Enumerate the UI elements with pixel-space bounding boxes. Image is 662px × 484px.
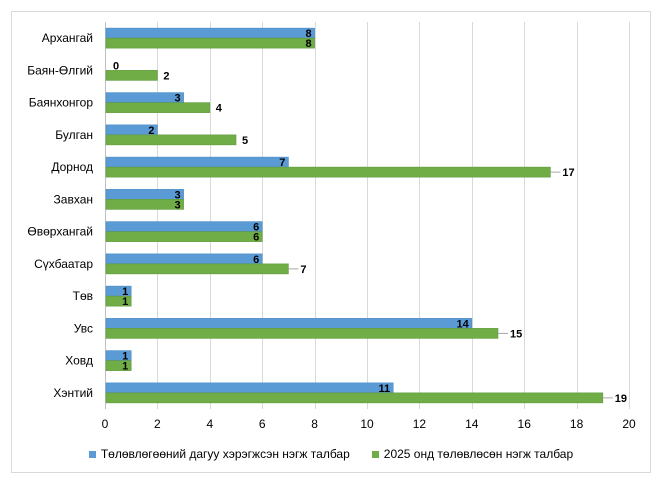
bar-planned [105,134,237,146]
bar-planned [105,166,551,178]
data-label-implemented: 1 [122,351,128,363]
data-label-implemented: 8 [305,28,311,40]
bar-planned [105,295,132,307]
x-tick-label: 10 [360,417,374,431]
bar-planned [105,70,158,81]
x-tick-label: 6 [259,417,266,431]
legend: Төлөвлөгөөний дагуу хэрэгжсэн нэгж талба… [0,444,662,464]
x-tick-label: 4 [206,417,213,431]
bar-implemented [105,156,289,168]
bar-planned [105,360,132,371]
data-label-planned: 5 [242,135,248,147]
legend-item-implemented: Төлөвлөгөөний дагуу хэрэгжсэн нэгж талба… [88,447,350,461]
category-label: Булган [55,128,93,142]
bar-planned [105,231,263,242]
bar-implemented [105,318,473,329]
x-tick-label: 0 [102,417,109,431]
data-label-planned: 2 [163,70,169,82]
legend-swatch-planned [371,450,379,458]
data-label-planned: 8 [305,38,311,50]
bar-implemented [105,27,315,39]
data-label-planned: 1 [122,361,128,373]
data-label-implemented: 3 [174,93,180,105]
data-label-planned: 1 [122,296,128,308]
category-label: Увс [74,321,93,335]
category-label: Баян-Өлгий [27,63,93,77]
bar-implemented [105,382,394,394]
bar-planned [105,392,604,404]
data-label-implemented: 6 [253,254,259,266]
data-label-implemented: 7 [279,157,285,169]
category-label: Төв [73,289,93,303]
x-tick-label: 18 [570,417,584,431]
category-label: Завхан [54,192,93,206]
bar-planned [105,37,315,49]
category-label: Хэнтий [53,386,93,400]
x-tick-label: 2 [154,417,161,431]
x-tick-label: 14 [465,417,479,431]
data-label-planned: 6 [253,232,259,244]
category-label: Баянхонгор [29,96,94,110]
x-tick-label: 8 [311,417,318,431]
category-label: Сүхбаатар [34,257,93,271]
data-label-planned: 17 [562,167,574,179]
x-tick-label: 16 [518,417,532,431]
data-label-implemented: 6 [253,222,259,234]
data-label-planned: 7 [300,264,306,276]
bar-planned [105,328,499,339]
data-label-implemented: 0 [113,60,119,72]
bar-planned [105,263,289,275]
legend-label-planned: 2025 онд төлөвлөсөн нэгж талбар [383,447,574,461]
data-label-implemented: 2 [148,125,154,137]
legend-swatch-implemented [88,450,96,458]
data-label-planned: 19 [615,393,627,405]
x-tick-label: 12 [413,417,427,431]
bar-implemented [105,221,263,232]
bar-planned [105,199,184,210]
chart-frame [11,11,651,473]
x-tick-label: 20 [622,417,636,431]
data-label-implemented: 3 [174,189,180,201]
legend-item-planned: 2025 онд төлөвлөсөн нэгж талбар [371,447,574,461]
category-label: Дорнод [51,160,93,174]
data-label-planned: 4 [216,103,223,115]
data-label-planned: 3 [174,199,180,211]
category-label: Өвөрхангай [27,225,93,239]
legend-label-implemented: Төлөвлөгөөний дагуу хэрэгжсэн нэгж талба… [100,447,350,461]
data-label-implemented: 14 [457,318,470,330]
bar-implemented [105,253,263,265]
data-label-planned: 15 [510,328,522,340]
bar-implemented [105,92,184,103]
bar-planned [105,102,211,113]
bar-implemented [105,189,184,200]
category-label: Ховд [65,354,93,368]
category-label: Архангай [42,31,93,45]
data-label-implemented: 1 [122,286,128,298]
data-label-implemented: 11 [379,383,391,395]
